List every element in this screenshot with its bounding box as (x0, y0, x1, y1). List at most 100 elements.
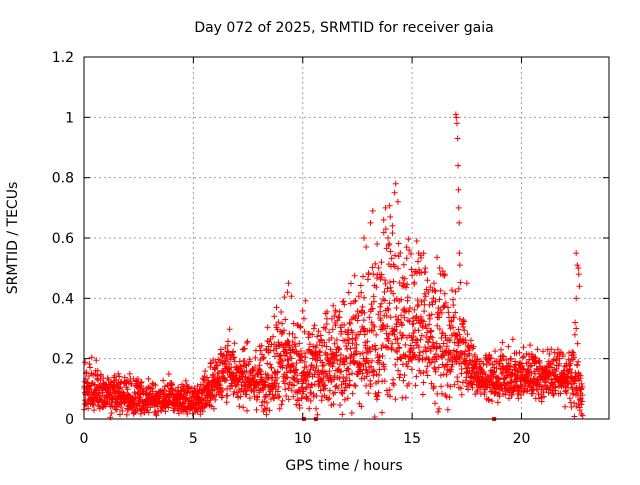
data-point (275, 319, 282, 326)
data-point (398, 312, 405, 319)
data-point (465, 386, 472, 393)
data-point (332, 389, 339, 396)
data-point (341, 321, 348, 328)
data-point (474, 355, 481, 362)
data-point (252, 354, 259, 361)
data-point (403, 244, 410, 251)
data-point (145, 409, 152, 416)
data-point (361, 235, 367, 241)
data-point (275, 394, 282, 401)
data-point (499, 369, 506, 376)
data-point (134, 376, 141, 383)
data-point (411, 351, 418, 358)
data-point (481, 391, 488, 398)
data-point (367, 348, 374, 355)
data-point (351, 345, 358, 352)
data-point (406, 247, 413, 254)
data-point (353, 341, 360, 348)
data-point (368, 363, 375, 370)
data-point (82, 359, 89, 366)
data-point (561, 372, 568, 379)
data-point (375, 371, 382, 378)
data-point (570, 354, 577, 361)
data-point (404, 281, 411, 288)
data-point (292, 367, 299, 374)
data-point (231, 354, 238, 361)
data-point (306, 369, 313, 376)
data-point (336, 375, 343, 382)
data-point (370, 327, 377, 334)
data-point (456, 353, 463, 360)
data-point (419, 324, 426, 331)
data-point (423, 368, 430, 375)
data-point (357, 282, 364, 289)
data-point (424, 329, 431, 336)
data-point (490, 369, 497, 376)
data-point (431, 287, 438, 294)
data-point (434, 254, 441, 261)
data-point (508, 356, 515, 363)
data-point (453, 348, 460, 355)
data-point (347, 300, 354, 307)
data-point (454, 374, 461, 381)
data-point (437, 287, 444, 294)
x-tick-label: 10 (294, 431, 312, 447)
data-point (567, 366, 574, 373)
data-point (456, 315, 463, 322)
data-point (404, 294, 411, 301)
data-point (435, 408, 442, 415)
data-point (264, 324, 271, 331)
data-point (161, 387, 168, 394)
data-point (278, 401, 285, 408)
data-point (525, 366, 532, 373)
data-point (432, 400, 439, 407)
data-point (402, 341, 409, 348)
data-point (430, 295, 437, 302)
data-point (447, 350, 454, 357)
data-point (414, 337, 421, 344)
data-point (571, 413, 578, 420)
data-point (368, 319, 375, 326)
data-point (332, 307, 339, 314)
data-point (574, 262, 581, 269)
data-point (577, 372, 584, 379)
data-point (417, 349, 424, 356)
data-point (353, 350, 360, 357)
data-point (409, 272, 416, 279)
data-point (279, 397, 286, 404)
data-point (544, 346, 551, 353)
data-point (377, 317, 384, 324)
data-point (315, 328, 322, 335)
data-point (331, 312, 338, 319)
data-point (168, 391, 175, 398)
data-point (420, 318, 427, 325)
data-point (411, 279, 418, 286)
data-point (401, 275, 408, 282)
data-point (403, 284, 410, 291)
data-point (419, 391, 426, 398)
data-point (185, 384, 192, 391)
data-point (222, 358, 229, 365)
data-point (474, 387, 481, 394)
data-point (349, 370, 356, 377)
data-point (507, 363, 514, 370)
data-point (441, 290, 448, 297)
data-point (516, 349, 523, 356)
data-point (297, 323, 304, 330)
data-point (456, 262, 463, 269)
data-point (465, 370, 472, 377)
data-point (86, 360, 93, 367)
data-point (223, 399, 230, 406)
data-point (432, 288, 439, 295)
data-point (386, 300, 393, 307)
data-point (313, 405, 320, 412)
data-point (421, 301, 428, 308)
data-point (461, 318, 468, 325)
data-point (323, 320, 330, 327)
data-point (126, 370, 133, 377)
data-point (391, 263, 398, 270)
data-point (385, 307, 392, 314)
data-point (263, 411, 270, 418)
data-point (360, 273, 367, 280)
data-point (288, 355, 295, 362)
